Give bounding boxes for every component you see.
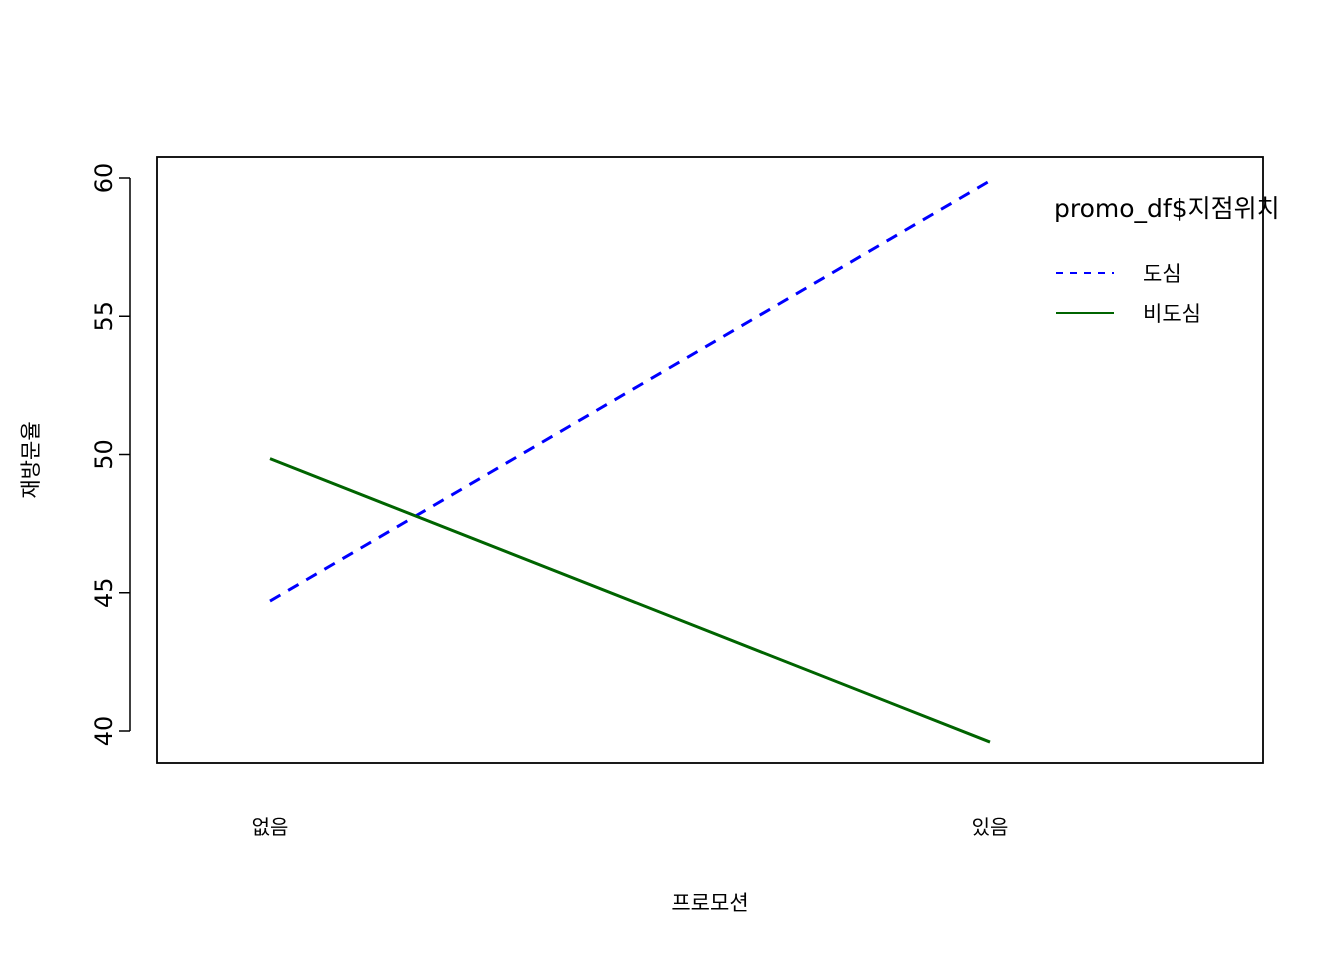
y-tick-label: 45	[90, 577, 118, 608]
y-tick-label: 40	[90, 716, 118, 747]
x-tick-label: 있음	[972, 815, 1009, 839]
series-line	[269, 457, 991, 744]
x-tick-label: 없음	[252, 815, 289, 839]
y-tick-label: 50	[90, 439, 118, 470]
series-layer	[269, 179, 991, 744]
legend-label: 도심	[1143, 262, 1182, 286]
y-tick-label: 55	[90, 301, 118, 332]
y-tick-label: 60	[90, 163, 118, 194]
x-axis-tick-labels: 없음 있음	[252, 815, 1009, 839]
y-axis: 40 45 50 55 60	[90, 163, 131, 747]
y-axis-label: 재방문율	[19, 421, 43, 498]
legend-label: 비도심	[1143, 302, 1201, 326]
plot-frame	[156, 156, 1264, 764]
legend-title: promo_df$지점위치	[1054, 194, 1280, 223]
series-line	[269, 179, 991, 603]
x-axis-label: 프로모션	[671, 891, 748, 915]
